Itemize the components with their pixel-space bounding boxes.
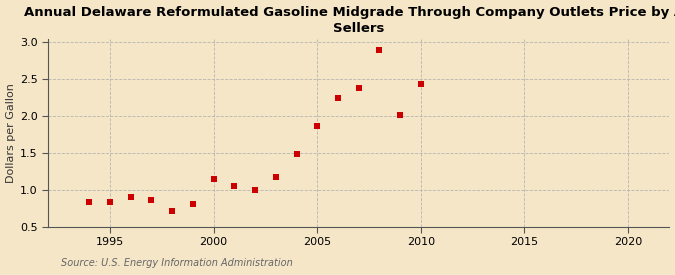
- Point: [126, 195, 136, 200]
- Point: [374, 47, 385, 52]
- Title: Annual Delaware Reformulated Gasoline Midgrade Through Company Outlets Price by : Annual Delaware Reformulated Gasoline Mi…: [24, 6, 675, 35]
- Text: Source: U.S. Energy Information Administration: Source: U.S. Energy Information Administ…: [61, 258, 292, 268]
- Point: [291, 152, 302, 156]
- Point: [105, 200, 115, 204]
- Point: [395, 113, 406, 118]
- Point: [146, 197, 157, 202]
- Point: [167, 208, 178, 213]
- Point: [271, 175, 281, 180]
- Point: [208, 177, 219, 181]
- Point: [84, 200, 95, 204]
- Point: [250, 188, 261, 192]
- Y-axis label: Dollars per Gallon: Dollars per Gallon: [5, 83, 16, 183]
- Point: [188, 202, 198, 206]
- Point: [312, 123, 323, 128]
- Point: [353, 86, 364, 90]
- Point: [333, 96, 344, 101]
- Point: [415, 81, 426, 86]
- Point: [229, 183, 240, 188]
